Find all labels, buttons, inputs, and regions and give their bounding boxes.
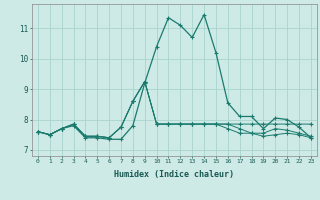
X-axis label: Humidex (Indice chaleur): Humidex (Indice chaleur): [115, 170, 234, 179]
